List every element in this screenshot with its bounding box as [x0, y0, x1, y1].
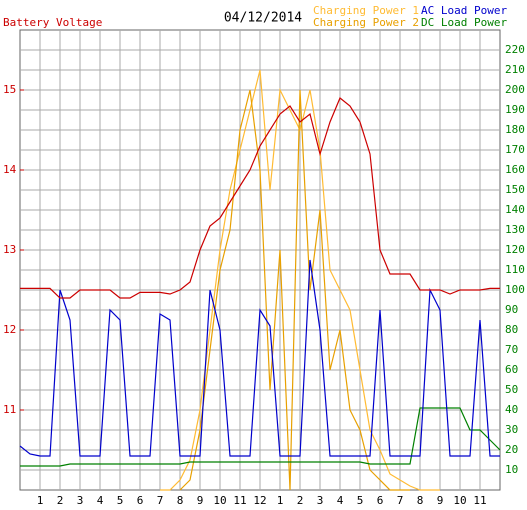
- y2-tick-label: 120: [505, 243, 525, 256]
- legend-entry: Battery Voltage: [3, 16, 102, 29]
- y2-tick-label: 140: [505, 203, 525, 216]
- x-tick-label: 6: [377, 494, 384, 507]
- x-tick-label: 11: [473, 494, 486, 507]
- y2-tick-label: 220: [505, 43, 525, 56]
- y2-tick-label: 70: [505, 343, 518, 356]
- y-tick-label: 15: [3, 83, 16, 96]
- y2-tick-label: 110: [505, 263, 525, 276]
- y2-tick-label: 200: [505, 83, 525, 96]
- x-tick-label: 9: [437, 494, 444, 507]
- legend-entry: DC Load Power: [421, 16, 507, 29]
- legend-entry: Charging Power 2: [313, 16, 419, 29]
- y-tick-label: 13: [3, 243, 16, 256]
- y2-tick-label: 170: [505, 143, 525, 156]
- x-tick-label: 1: [37, 494, 44, 507]
- y2-tick-label: 100: [505, 283, 525, 296]
- legend-entry: Charging Power 1: [313, 4, 419, 17]
- legend-entry: AC Load Power: [421, 4, 507, 17]
- x-tick-label: 4: [337, 494, 344, 507]
- x-tick-label: 2: [57, 494, 64, 507]
- series-line: [20, 407, 501, 467]
- x-tick-label: 8: [177, 494, 184, 507]
- y2-tick-label: 30: [505, 423, 518, 436]
- y2-tick-label: 20: [505, 443, 518, 456]
- y-tick-label: 14: [3, 163, 17, 176]
- x-tick-label: 10: [213, 494, 226, 507]
- x-tick-label: 7: [397, 494, 404, 507]
- series-line: [20, 97, 500, 299]
- y2-tick-label: 10: [505, 463, 518, 476]
- x-tick-label: 5: [357, 494, 364, 507]
- y2-tick-label: 210: [505, 63, 525, 76]
- y2-tick-label: 50: [505, 383, 518, 396]
- y2-tick-label: 80: [505, 323, 518, 336]
- x-tick-label: 11: [233, 494, 246, 507]
- x-tick-label: 3: [77, 494, 84, 507]
- chart-title: 04/12/2014: [224, 11, 302, 26]
- y2-tick-label: 150: [505, 183, 525, 196]
- y2-tick-label: 60: [505, 363, 518, 376]
- x-tick-label: 5: [117, 494, 124, 507]
- series-line: [19, 259, 500, 457]
- y2-tick-label: 130: [505, 223, 525, 236]
- x-tick-label: 7: [157, 494, 164, 507]
- y-tick-label: 12: [3, 323, 16, 336]
- y2-tick-label: 90: [505, 303, 518, 316]
- x-tick-label: 10: [453, 494, 466, 507]
- y2-tick-label: 160: [505, 163, 525, 176]
- y-tick-label: 11: [3, 403, 16, 416]
- x-tick-label: 2: [297, 494, 304, 507]
- series-line: [179, 89, 410, 491]
- y2-tick-label: 180: [505, 123, 525, 136]
- x-tick-label: 12: [253, 494, 266, 507]
- series-line: [160, 69, 440, 491]
- y2-tick-label: 190: [505, 103, 525, 116]
- y2-tick-label: 40: [505, 403, 518, 416]
- x-tick-label: 8: [417, 494, 424, 507]
- x-tick-label: 3: [317, 494, 324, 507]
- x-tick-label: 4: [97, 494, 104, 507]
- x-tick-label: 6: [137, 494, 144, 507]
- x-tick-label: 9: [197, 494, 204, 507]
- x-tick-label: 1: [277, 494, 284, 507]
